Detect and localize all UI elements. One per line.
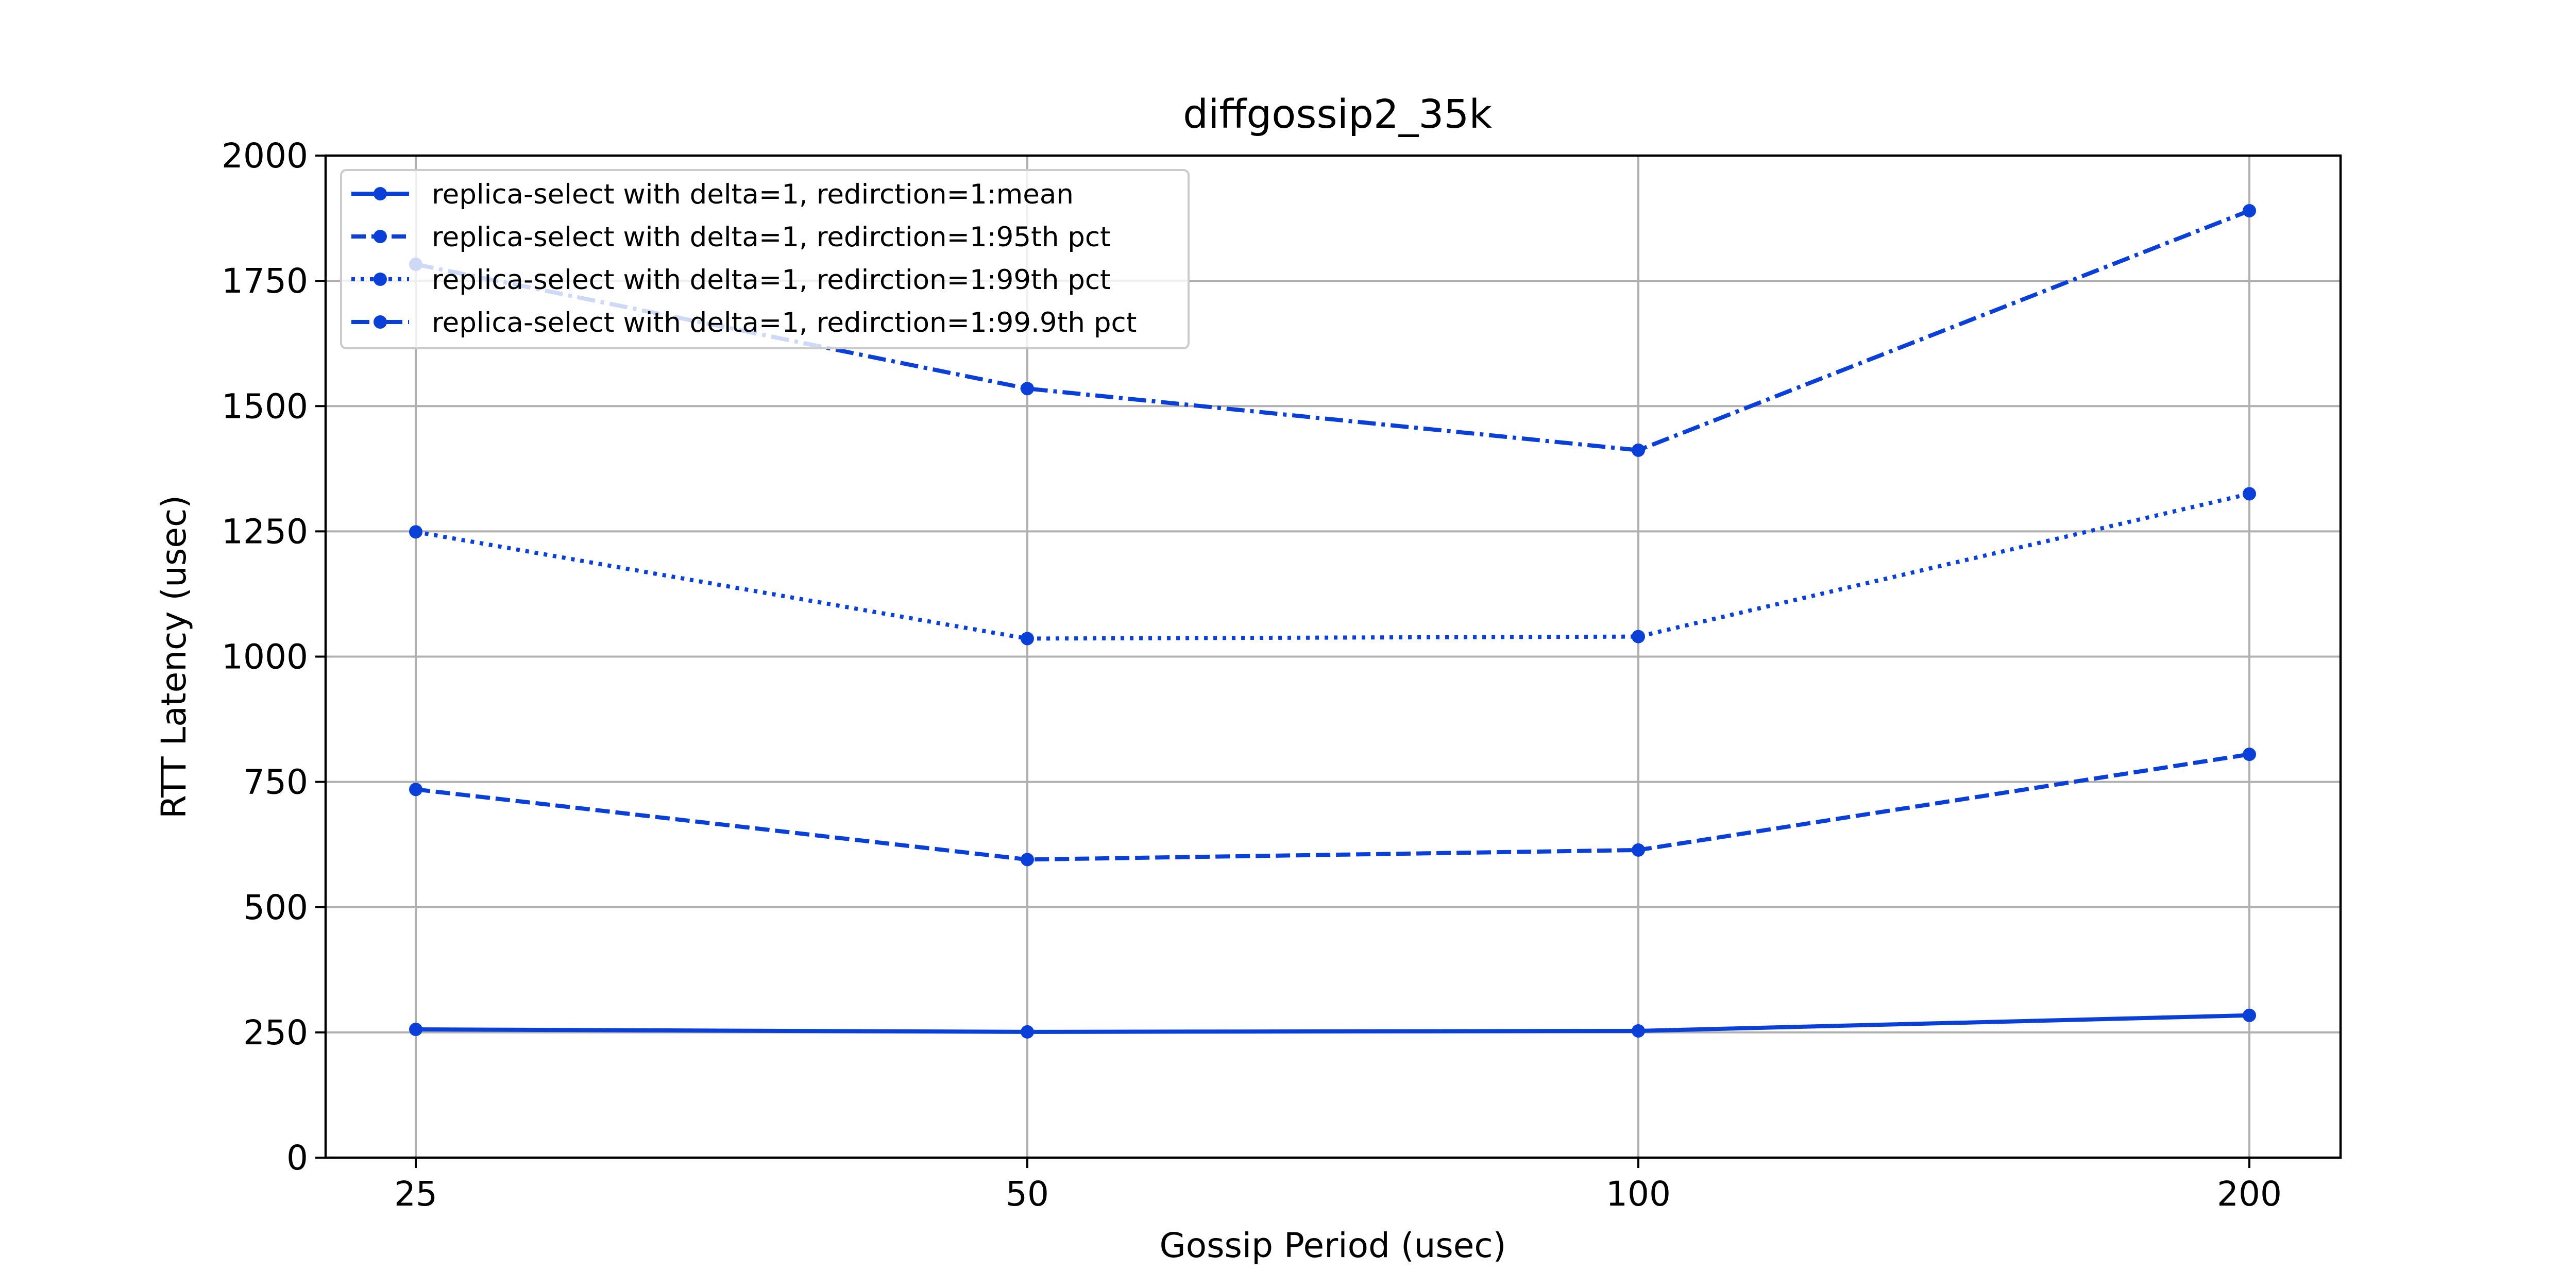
x-tick-label: 50 bbox=[1006, 1174, 1049, 1214]
legend-label: replica-select with delta=1, redirction=… bbox=[432, 179, 1074, 210]
data-point bbox=[2243, 204, 2256, 217]
x-axis-label: Gossip Period (usec) bbox=[1160, 1226, 1506, 1265]
legend-swatch-marker bbox=[374, 230, 387, 243]
data-point bbox=[2243, 487, 2256, 501]
y-tick-label: 1750 bbox=[222, 261, 308, 301]
data-point bbox=[409, 783, 422, 796]
y-tick-label: 2000 bbox=[222, 136, 308, 176]
legend-label: replica-select with delta=1, redirction=… bbox=[432, 222, 1111, 253]
legend-box bbox=[340, 169, 1190, 349]
legend-swatch-marker bbox=[374, 187, 387, 200]
y-axis-label: RTT Latency (usec) bbox=[154, 495, 194, 819]
x-tick-label: 100 bbox=[1606, 1174, 1671, 1214]
y-tick-label: 1500 bbox=[222, 386, 308, 426]
legend-swatch-marker bbox=[374, 315, 387, 329]
data-point bbox=[1021, 853, 1034, 867]
data-point bbox=[1632, 843, 1645, 857]
y-tick-label: 1000 bbox=[222, 637, 308, 677]
x-tick-label: 25 bbox=[394, 1174, 437, 1214]
legend-label: replica-select with delta=1, redirction=… bbox=[432, 307, 1137, 338]
series-line-0 bbox=[415, 1013, 2250, 1034]
legend: replica-select with delta=1, redirction=… bbox=[340, 169, 1190, 349]
y-tick-label: 0 bbox=[286, 1138, 308, 1178]
data-point bbox=[409, 525, 422, 539]
x-tick-label: 200 bbox=[2217, 1174, 2282, 1214]
y-tick-label: 250 bbox=[243, 1013, 308, 1053]
legend-swatch-marker bbox=[374, 273, 387, 286]
data-point bbox=[2243, 748, 2256, 761]
y-tick-label: 500 bbox=[243, 888, 308, 927]
data-point bbox=[1632, 443, 1645, 457]
y-tick-label: 750 bbox=[243, 762, 308, 802]
data-point bbox=[409, 1023, 422, 1037]
series-line-1 bbox=[415, 752, 2250, 862]
axis-ticks: 0 250 500 750 1000 1250 1500 1750 2000 25 50 100 200 bbox=[222, 136, 2282, 1214]
data-point bbox=[1021, 1025, 1034, 1039]
data-point bbox=[1632, 1024, 1645, 1038]
y-tick-label: 1250 bbox=[222, 512, 308, 551]
legend-label: replica-select with delta=1, redirction=… bbox=[432, 264, 1111, 296]
chart-title: diffgossip2_35k bbox=[1183, 92, 1492, 138]
data-point bbox=[1021, 632, 1034, 646]
data-point bbox=[2243, 1008, 2256, 1022]
data-point bbox=[1021, 382, 1034, 396]
data-point bbox=[1632, 630, 1645, 643]
